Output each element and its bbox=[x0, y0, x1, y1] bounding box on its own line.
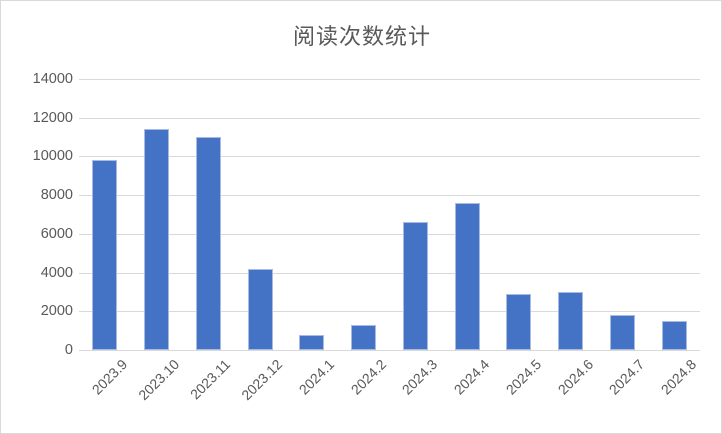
bar-2024.7[interactable] bbox=[609, 315, 635, 350]
gridline-10000 bbox=[79, 156, 700, 158]
y-axis: 14000 12000 10000 8000 6000 4000 2000 0 bbox=[1, 71, 73, 358]
x-tick-label-text: 2023.9 bbox=[88, 356, 131, 398]
bar-2023.9[interactable] bbox=[92, 160, 118, 350]
x-tick-label-2023.9: 2023.9 bbox=[89, 356, 131, 398]
plot-area-gridlines bbox=[79, 79, 700, 351]
bar-2024.5[interactable] bbox=[506, 293, 532, 350]
x-tick-label-2024.1: 2024.1 bbox=[296, 356, 338, 398]
x-tick-label-2024.5: 2024.5 bbox=[503, 356, 545, 398]
x-tick-label-2023.11: 2023.11 bbox=[187, 356, 233, 402]
x-tick-label-2023.10: 2023.10 bbox=[135, 356, 182, 403]
gridline-4000 bbox=[79, 272, 700, 274]
gridline-2000 bbox=[79, 311, 700, 313]
bar-2023.12[interactable] bbox=[247, 268, 273, 350]
bar-2024.1[interactable] bbox=[299, 334, 325, 350]
x-tick-label-text: 2024.5 bbox=[502, 356, 545, 398]
y-tick-label: 2000 bbox=[40, 303, 73, 320]
x-tick-label-text: 2024.7 bbox=[606, 356, 648, 398]
bar-2024.2[interactable] bbox=[351, 324, 377, 350]
x-tick-label-2024.7: 2024.7 bbox=[606, 356, 648, 398]
y-tick-label: 8000 bbox=[40, 187, 73, 204]
x-tick-label-text: 2023.11 bbox=[187, 356, 234, 403]
y-tick-label: 14000 bbox=[32, 71, 73, 87]
gridline-14000 bbox=[79, 79, 700, 80]
gridline-8000 bbox=[79, 195, 700, 197]
bar-2024.4[interactable] bbox=[454, 202, 480, 350]
x-tick-label-2024.6: 2024.6 bbox=[554, 356, 596, 398]
x-tick-label-text: 2024.8 bbox=[657, 356, 700, 398]
x-tick-label-2024.2: 2024.2 bbox=[347, 356, 389, 398]
chart-title: 阅读次数统计 bbox=[292, 24, 431, 49]
gridline-6000 bbox=[79, 233, 700, 235]
x-tick-label-text: 2024.4 bbox=[450, 356, 493, 398]
y-tick-label: 6000 bbox=[40, 225, 73, 242]
x-tick-label-2024.4: 2024.4 bbox=[451, 356, 493, 398]
y-tick-label: 12000 bbox=[32, 109, 73, 126]
x-tick-label-2024.3: 2024.3 bbox=[399, 356, 441, 398]
y-tick-label: 4000 bbox=[40, 264, 73, 281]
x-tick-label-text: 2023.10 bbox=[134, 356, 182, 404]
x-tick-label-2024.8: 2024.8 bbox=[658, 356, 700, 398]
bar-series bbox=[79, 79, 700, 350]
x-tick-label-2023.12: 2023.12 bbox=[238, 356, 285, 403]
bar-2024.6[interactable] bbox=[558, 291, 584, 350]
x-tick-label-text: 2024.6 bbox=[554, 356, 596, 398]
x-tick-label-text: 2024.3 bbox=[399, 356, 441, 398]
y-tick-label: 10000 bbox=[32, 148, 73, 165]
bar-2023.10[interactable] bbox=[144, 129, 170, 350]
gridline-12000 bbox=[79, 117, 700, 119]
x-tick-label-text: 2024.1 bbox=[295, 356, 338, 398]
y-tick-label: 0 bbox=[64, 342, 73, 358]
bar-2024.8[interactable] bbox=[661, 320, 687, 350]
bar-2024.3[interactable] bbox=[402, 222, 428, 350]
gridline-0 bbox=[79, 350, 700, 351]
x-tick-label-text: 2024.2 bbox=[347, 356, 389, 398]
x-tick-label-text: 2023.12 bbox=[238, 356, 286, 404]
bar-2023.11[interactable] bbox=[195, 137, 221, 350]
x-axis: 2023.9 2023.10 2023.11 2023.12 2024.1 2024.2 2… bbox=[79, 350, 700, 433]
